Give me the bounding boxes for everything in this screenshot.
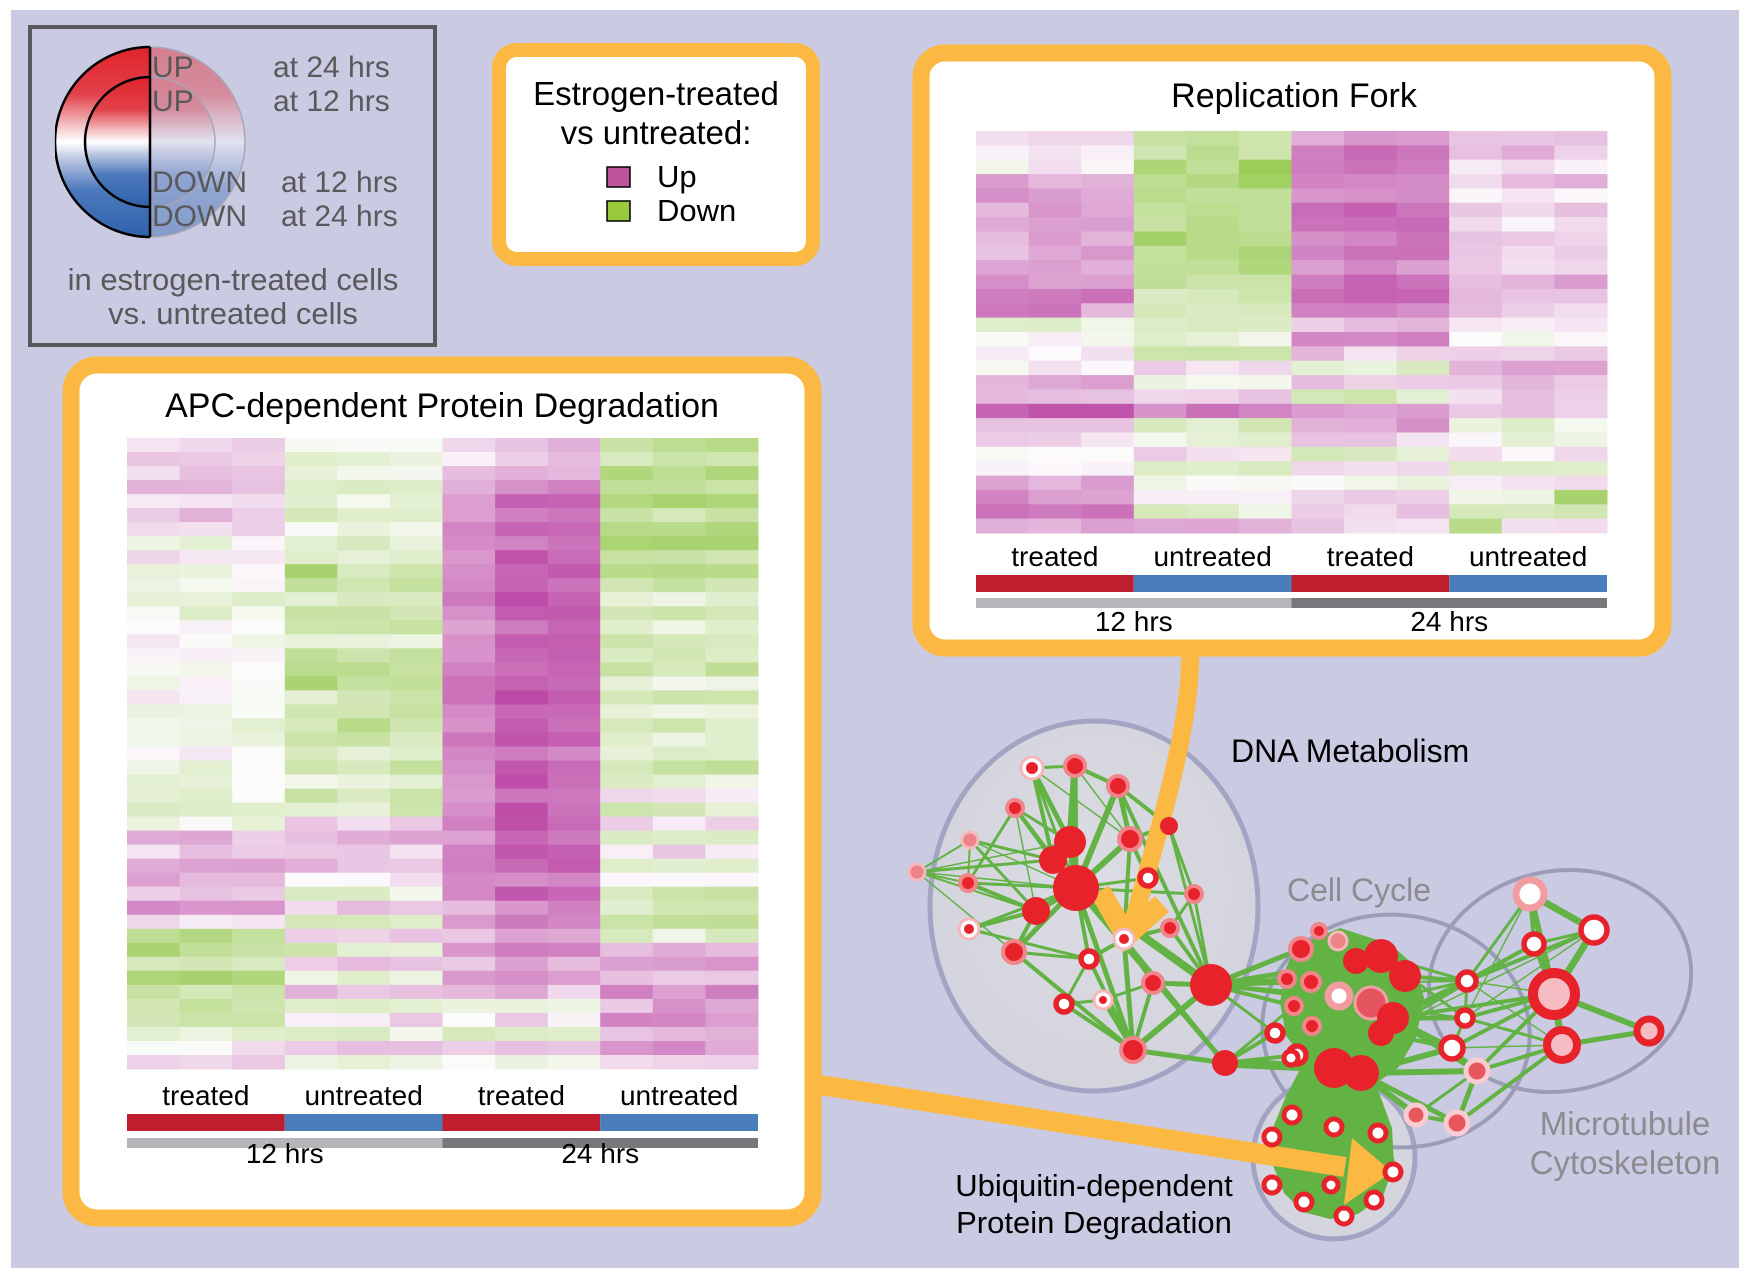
svg-text:in estrogen-treated cells: in estrogen-treated cells	[68, 262, 399, 297]
svg-text:Down: Down	[657, 193, 736, 228]
svg-text:at 24 hrs: at 24 hrs	[273, 51, 390, 84]
svg-text:untreated: untreated	[620, 1080, 738, 1111]
svg-text:Cell Cycle: Cell Cycle	[1287, 872, 1431, 908]
svg-text:Ubiquitin-dependent: Ubiquitin-dependent	[955, 1168, 1233, 1203]
svg-text:UP: UP	[152, 85, 194, 118]
svg-text:untreated: untreated	[304, 1080, 422, 1111]
svg-text:untreated: untreated	[1469, 541, 1587, 572]
svg-text:APC-dependent Protein Degradat: APC-dependent Protein Degradation	[165, 387, 719, 425]
svg-text:Protein Degradation: Protein Degradation	[956, 1205, 1232, 1240]
svg-text:UP: UP	[152, 51, 194, 84]
svg-text:24 hrs: 24 hrs	[561, 1138, 639, 1169]
svg-text:12 hrs: 12 hrs	[1095, 606, 1173, 637]
svg-text:untreated: untreated	[1153, 541, 1271, 572]
svg-text:24 hrs: 24 hrs	[1410, 606, 1488, 637]
svg-text:DNA Metabolism: DNA Metabolism	[1231, 733, 1469, 769]
svg-text:Up: Up	[657, 159, 697, 194]
svg-text:at 12 hrs: at 12 hrs	[281, 166, 398, 199]
svg-text:Microtubule: Microtubule	[1540, 1105, 1711, 1142]
svg-text:vs. untreated cells: vs. untreated cells	[108, 296, 358, 331]
svg-text:Cytoskeleton: Cytoskeleton	[1530, 1144, 1721, 1181]
svg-text:treated: treated	[162, 1080, 249, 1111]
svg-text:vs untreated:: vs untreated:	[561, 114, 752, 151]
svg-text:Estrogen-treated: Estrogen-treated	[533, 75, 779, 112]
svg-text:treated: treated	[1011, 541, 1098, 572]
svg-text:12 hrs: 12 hrs	[246, 1138, 324, 1169]
svg-text:Replication Fork: Replication Fork	[1171, 77, 1418, 115]
svg-text:DOWN: DOWN	[152, 200, 247, 233]
svg-text:treated: treated	[1327, 541, 1414, 572]
svg-text:at 12 hrs: at 12 hrs	[273, 85, 390, 118]
svg-text:treated: treated	[478, 1080, 565, 1111]
svg-text:at 24 hrs: at 24 hrs	[281, 200, 398, 233]
svg-text:DOWN: DOWN	[152, 166, 247, 199]
